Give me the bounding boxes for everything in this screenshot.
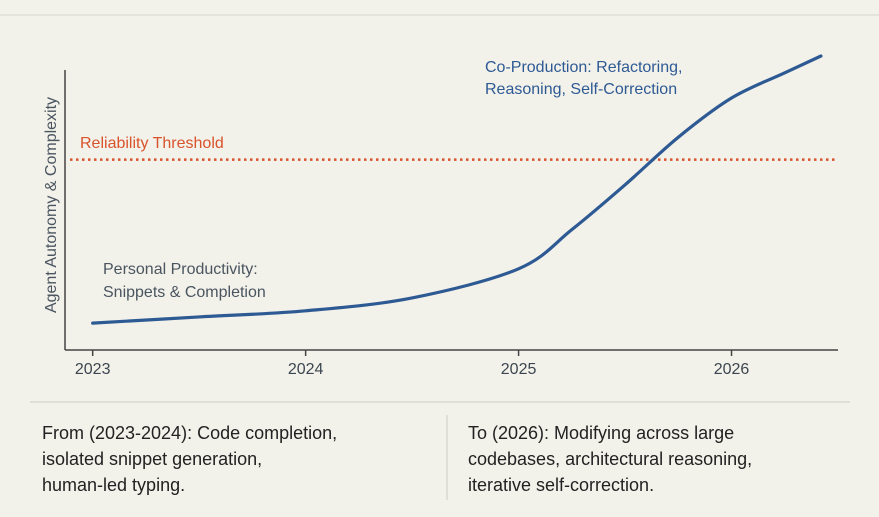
x-tick-label: 2024 — [288, 361, 324, 378]
panel-text: To (2026): Modifying across large — [468, 423, 734, 443]
threshold-label: Reliability Threshold — [80, 135, 224, 152]
x-tick-label: 2023 — [75, 361, 111, 378]
annotation: Snippets & Completion — [103, 284, 266, 301]
panel-text: isolated snippet generation, — [42, 449, 262, 469]
annotation: Personal Productivity: — [103, 261, 258, 278]
x-tick-label: 2025 — [501, 361, 537, 378]
y-axis-label: Agent Autonomy & Complexity — [43, 97, 60, 313]
panel-text: codebases, architectural reasoning, — [468, 449, 752, 469]
panel-text: From (2023-2024): Code completion, — [42, 423, 337, 443]
panel-text: iterative self-correction. — [468, 475, 654, 495]
line-series — [91, 54, 823, 325]
annotation: Reasoning, Self-Correction — [485, 81, 677, 98]
annotation: Co-Production: Refactoring, — [485, 59, 682, 76]
panel-text: human-led typing. — [42, 475, 185, 495]
x-tick-label: 2026 — [714, 361, 750, 378]
